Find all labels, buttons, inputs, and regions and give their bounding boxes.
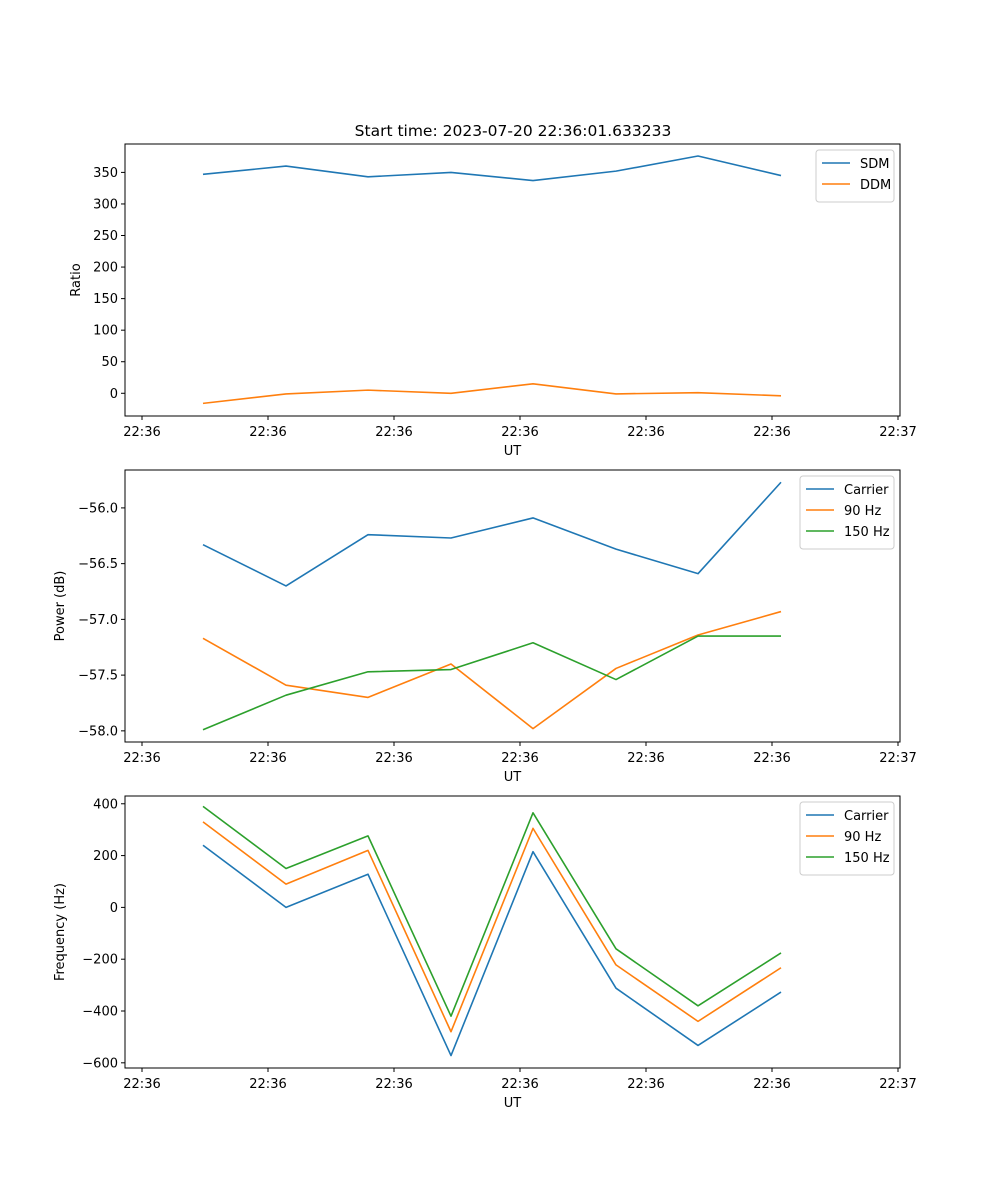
- y-tick-label: −57.5: [78, 669, 118, 684]
- y-tick-label: 300: [93, 197, 118, 212]
- y-tick-label: 400: [93, 797, 118, 812]
- series-line-carrier: [202, 481, 782, 587]
- legend-label-150-hz: 150 Hz: [844, 525, 890, 540]
- y-tick-label: 200: [93, 849, 118, 864]
- legend: Carrier 90 Hz 150 Hz: [799, 801, 895, 876]
- x-tick-label: 22:36: [375, 425, 412, 440]
- y-tick-label: −200: [82, 953, 118, 968]
- chart-panel-1: 0 50 100 150 200 250 300 350 22:36 22:36 22:36 22:3…: [69, 143, 917, 459]
- series-line-carrier: [202, 844, 782, 1057]
- y-tick-label: −600: [82, 1056, 118, 1071]
- legend-label-sdm: SDM: [860, 157, 889, 172]
- legend: Carrier 90 Hz 150 Hz: [799, 475, 895, 550]
- legend: SDM DDM: [815, 149, 895, 203]
- x-tick-label: 22:36: [123, 1077, 160, 1092]
- y-tick-label: 100: [93, 324, 118, 339]
- y-tick-label: 150: [93, 292, 118, 307]
- y-tick-label: −400: [82, 1005, 118, 1020]
- axes-frame: [124, 143, 901, 417]
- series-line-90-hz: [202, 610, 782, 730]
- x-tick-label: 22:36: [753, 751, 790, 766]
- axes-frame: [124, 795, 901, 1069]
- charts-root: 0 50 100 150 200 250 300 350 22:36 22:36 22:36 22:3…: [53, 143, 917, 1111]
- x-axis-label: UT: [504, 444, 522, 459]
- y-tick-label: 250: [93, 229, 118, 244]
- series-line-150-hz: [202, 805, 782, 1017]
- y-axis-label: Ratio: [69, 263, 84, 296]
- x-tick-label: 22:36: [627, 751, 664, 766]
- x-tick-label: 22:36: [501, 425, 538, 440]
- x-tick-label: 22:37: [879, 425, 916, 440]
- legend-label-90-hz: 90 Hz: [844, 830, 881, 845]
- series-line-ddm: [202, 383, 782, 405]
- x-tick-label: 22:36: [249, 1077, 286, 1092]
- x-tick-label: 22:37: [879, 751, 916, 766]
- x-tick-label: 22:37: [879, 1077, 916, 1092]
- chart-panel-2: −58.0 −57.5 −57.0 −56.5 −56.0 22:36 22:36 22:36…: [53, 469, 917, 785]
- x-tick-label: 22:36: [501, 1077, 538, 1092]
- y-tick-label: −58.0: [78, 724, 118, 739]
- y-axis-label: Frequency (Hz): [53, 883, 68, 981]
- x-tick-label: 22:36: [375, 1077, 412, 1092]
- legend-label-carrier: Carrier: [844, 483, 889, 498]
- x-tick-label: 22:36: [249, 751, 286, 766]
- y-tick-label: 200: [93, 261, 118, 276]
- x-tick-label: 22:36: [753, 425, 790, 440]
- x-tick-label: 22:36: [123, 425, 160, 440]
- legend-label-150-hz: 150 Hz: [844, 851, 890, 866]
- series-line-90-hz: [202, 821, 782, 1033]
- y-tick-label: 50: [101, 355, 118, 370]
- x-tick-label: 22:36: [627, 425, 664, 440]
- y-tick-label: 0: [110, 387, 118, 402]
- series-line-150-hz: [202, 635, 781, 731]
- x-axis-label: UT: [504, 1096, 522, 1111]
- legend-label-90-hz: 90 Hz: [844, 504, 881, 519]
- x-tick-label: 22:36: [627, 1077, 664, 1092]
- y-axis-label: Power (dB): [53, 571, 68, 642]
- y-tick-label: −57.0: [78, 613, 118, 628]
- x-axis-label: UT: [504, 770, 522, 785]
- x-tick-label: 22:36: [753, 1077, 790, 1092]
- y-tick-label: −56.5: [78, 557, 118, 572]
- chart-panel-3: −600 −400 −200 0 200 400 22:36 22:36 22:36 22:36 2…: [53, 795, 917, 1111]
- x-tick-label: 22:36: [123, 751, 160, 766]
- x-tick-label: 22:36: [375, 751, 412, 766]
- y-tick-label: 0: [110, 901, 118, 916]
- x-tick-label: 22:36: [249, 425, 286, 440]
- y-tick-label: −56.0: [78, 501, 118, 516]
- series-line-sdm: [202, 155, 782, 182]
- y-tick-label: 350: [93, 166, 118, 181]
- x-tick-label: 22:36: [501, 751, 538, 766]
- legend-label-carrier: Carrier: [844, 809, 889, 824]
- figure-title: Start time: 2023-07-20 22:36:01.633233: [355, 122, 672, 140]
- legend-label-ddm: DDM: [860, 178, 891, 193]
- axes-frame: [124, 469, 901, 743]
